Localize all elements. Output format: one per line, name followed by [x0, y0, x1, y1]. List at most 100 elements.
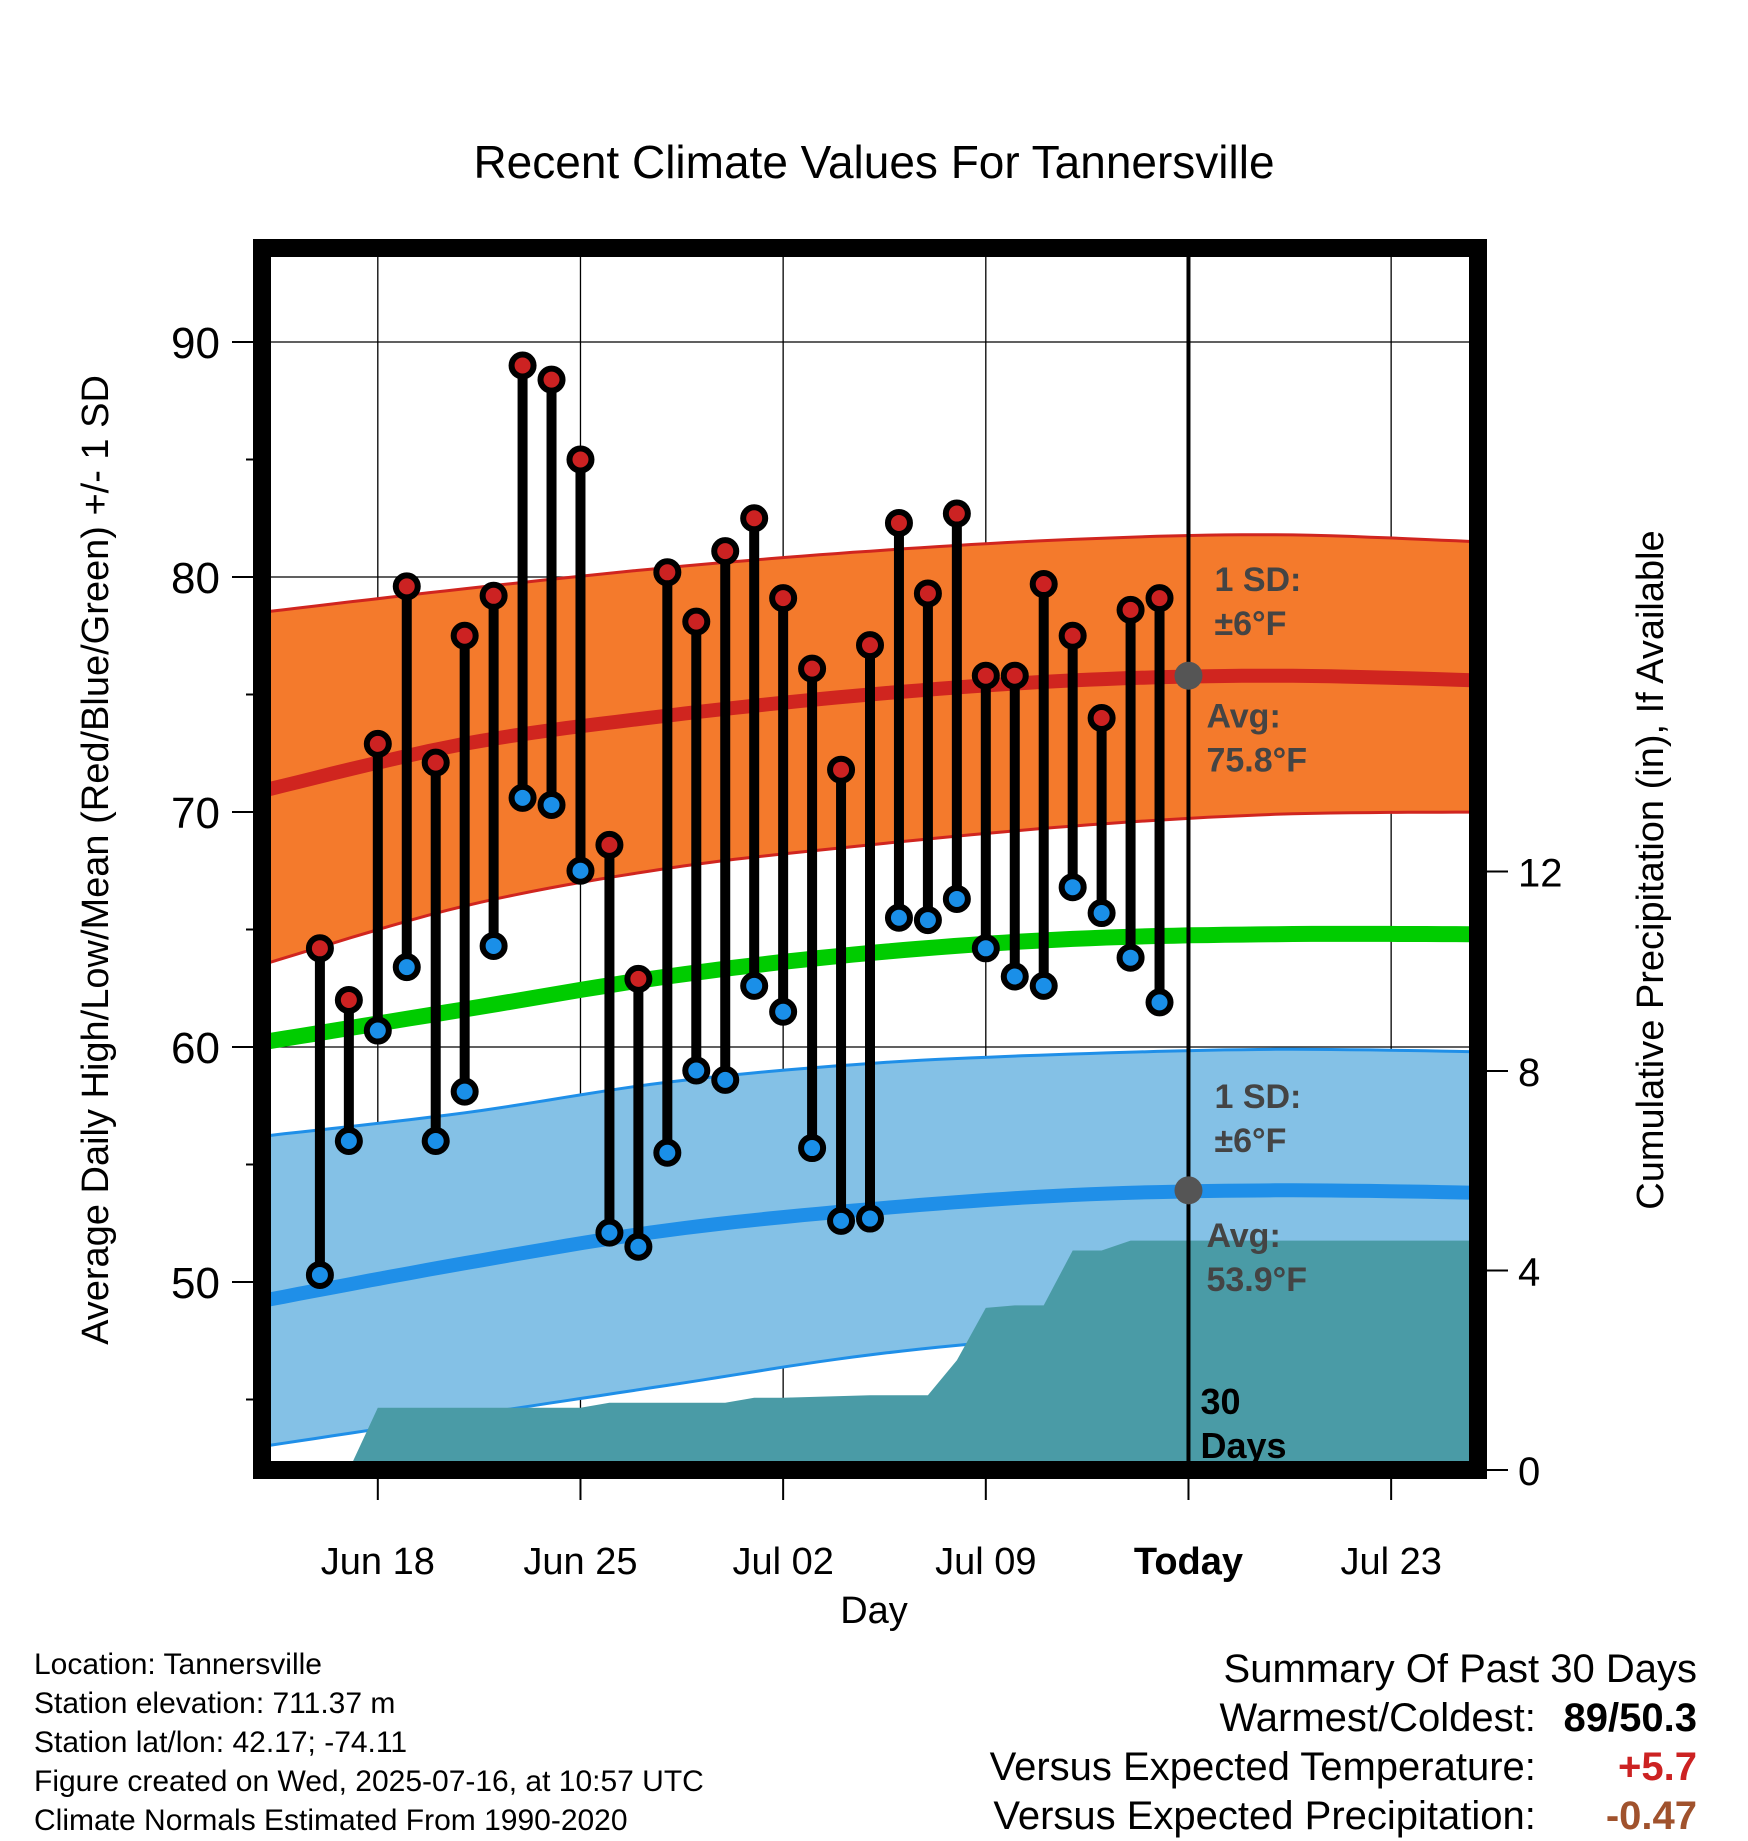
temperature-label: Versus Expected Temperature:: [989, 1745, 1536, 1789]
daily-low-point: [711, 1065, 740, 1094]
daily-low-point: [1087, 899, 1116, 928]
created-text: Figure created on Wed, 2025-07-16, at 10…: [34, 1765, 704, 1798]
daily-low-point: [682, 1056, 711, 1085]
y-tick-label: 50: [171, 1259, 220, 1308]
y-tick-label: 90: [171, 319, 220, 368]
climate-chart: Recent Climate Values For Tannersville 1…: [75, 136, 1672, 1632]
daily-high-point: [624, 964, 653, 993]
daily-high-point: [971, 661, 1000, 690]
daily-high-point: [942, 499, 971, 528]
daily-high-point: [305, 934, 334, 963]
daily-high-point: [856, 631, 884, 660]
daily-low-point: [537, 790, 566, 819]
high-avg-today-marker: [1174, 661, 1203, 690]
high-band-upper-edge: [262, 533, 1478, 614]
daily-high-point: [913, 579, 942, 608]
y2-tick-label: 4: [1518, 1250, 1540, 1294]
daily-low-point: [971, 934, 1000, 963]
low-sd-band: [262, 1049, 1478, 1447]
daily-low-point: [653, 1138, 682, 1167]
station-info: Location: Tannersville Station elevation…: [34, 1645, 704, 1840]
x-tick-label: Jun 18: [321, 1541, 435, 1583]
daily-high-point: [421, 748, 450, 777]
daily-low-point: [1029, 971, 1058, 1000]
precipitation-area: [262, 1240, 1478, 1470]
location-text: Location: Tannersville: [34, 1648, 322, 1681]
y2-axis-label: Cumulative Precipitation (in), If Availa…: [1630, 530, 1672, 1209]
today-window-label: 30: [1200, 1381, 1240, 1422]
high-avg-annotation: 75.8°F: [1206, 741, 1307, 779]
daily-high-point: [1058, 621, 1087, 650]
daily-high-point: [884, 508, 913, 537]
precipitation-label: Versus Expected Precipitation:: [993, 1794, 1536, 1838]
daily-low-point: [508, 783, 537, 812]
daily-low-point: [769, 997, 798, 1026]
daily-high-point: [1029, 570, 1058, 599]
temperature-row: Versus Expected Temperature: +5.7: [990, 1743, 1697, 1792]
y-tick-label: 70: [171, 789, 220, 838]
daily-high-point: [363, 729, 392, 758]
low-sd-annotation: 1 SD:: [1214, 1078, 1301, 1116]
daily-high-point: [740, 504, 769, 533]
y-tick-label: 60: [171, 1024, 220, 1073]
daily-low-point: [421, 1127, 450, 1155]
daily-low-point: [334, 1127, 363, 1155]
daily-low-point: [595, 1218, 624, 1247]
daily-high-point: [1145, 584, 1174, 613]
warmest-label: Warmest/Coldest:: [1219, 1696, 1536, 1740]
today-window-label: Days: [1200, 1425, 1286, 1466]
daily-low-point: [740, 971, 769, 1000]
low-avg-today-marker: [1174, 1176, 1203, 1205]
low-avg-annotation: Avg:: [1206, 1217, 1280, 1255]
daily-high-point: [769, 584, 798, 613]
daily-low-point: [624, 1232, 653, 1261]
daily-high-point: [711, 537, 740, 566]
daily-high-point: [682, 607, 711, 636]
temperature-value: +5.7: [1618, 1745, 1697, 1789]
daily-low-point: [798, 1134, 827, 1163]
warmest-coldest-row: Warmest/Coldest: 89/50.3: [990, 1694, 1698, 1743]
daily-low-point: [1145, 988, 1174, 1017]
daily-low-point: [479, 931, 508, 960]
elevation-text: Station elevation: 711.37 m: [34, 1687, 396, 1720]
precipitation-row: Versus Expected Precipitation: -0.47: [990, 1792, 1697, 1841]
daily-high-point: [508, 351, 537, 380]
warmest-value: 89/50.3: [1563, 1696, 1697, 1740]
daily-low-point: [392, 953, 421, 982]
y-tick-label: 80: [171, 554, 220, 603]
x-tick-label: Jul 09: [935, 1541, 1036, 1583]
daily-low-point: [1116, 943, 1145, 972]
high-sd-annotation: 1 SD:: [1214, 561, 1301, 599]
daily-high-point: [450, 621, 479, 650]
low-sd-annotation: ±6°F: [1214, 1122, 1286, 1160]
precipitation-value: -0.47: [1605, 1794, 1697, 1838]
daily-low-point: [827, 1206, 856, 1235]
daily-high-point: [1000, 661, 1029, 690]
high-avg-annotation: Avg:: [1206, 697, 1280, 735]
normals-text: Climate Normals Estimated From 1990-2020: [34, 1804, 628, 1837]
high-sd-annotation: ±6°F: [1214, 605, 1286, 643]
chart-title: Recent Climate Values For Tannersville: [473, 136, 1274, 188]
daily-high-point: [392, 572, 421, 601]
y2-tick-label: 0: [1518, 1450, 1540, 1494]
x-tick-label: Jul 02: [732, 1541, 833, 1583]
daily-high-point: [798, 654, 827, 683]
summary-panel: Summary Of Past 30 Days Warmest/Coldest:…: [990, 1645, 1697, 1841]
daily-low-point: [913, 906, 942, 935]
low-avg-annotation: 53.9°F: [1206, 1261, 1307, 1299]
daily-high-point: [479, 581, 508, 610]
x-tick-label: Today: [1134, 1541, 1243, 1583]
y2-tick-label: 8: [1518, 1051, 1540, 1095]
daily-high-point: [566, 445, 595, 474]
daily-low-point: [566, 856, 595, 885]
daily-low-point: [856, 1204, 884, 1233]
daily-high-point: [827, 755, 856, 784]
daily-high-point: [334, 986, 363, 1014]
y-axis-label: Average Daily High/Low/Mean (Red/Blue/Gr…: [75, 375, 117, 1345]
daily-high-point: [1087, 704, 1116, 732]
daily-low-point: [1058, 873, 1087, 902]
daily-high-point: [537, 365, 566, 394]
y2-tick-label: 12: [1518, 851, 1563, 895]
daily-low-point: [884, 903, 913, 932]
daily-low-point: [363, 1016, 392, 1045]
